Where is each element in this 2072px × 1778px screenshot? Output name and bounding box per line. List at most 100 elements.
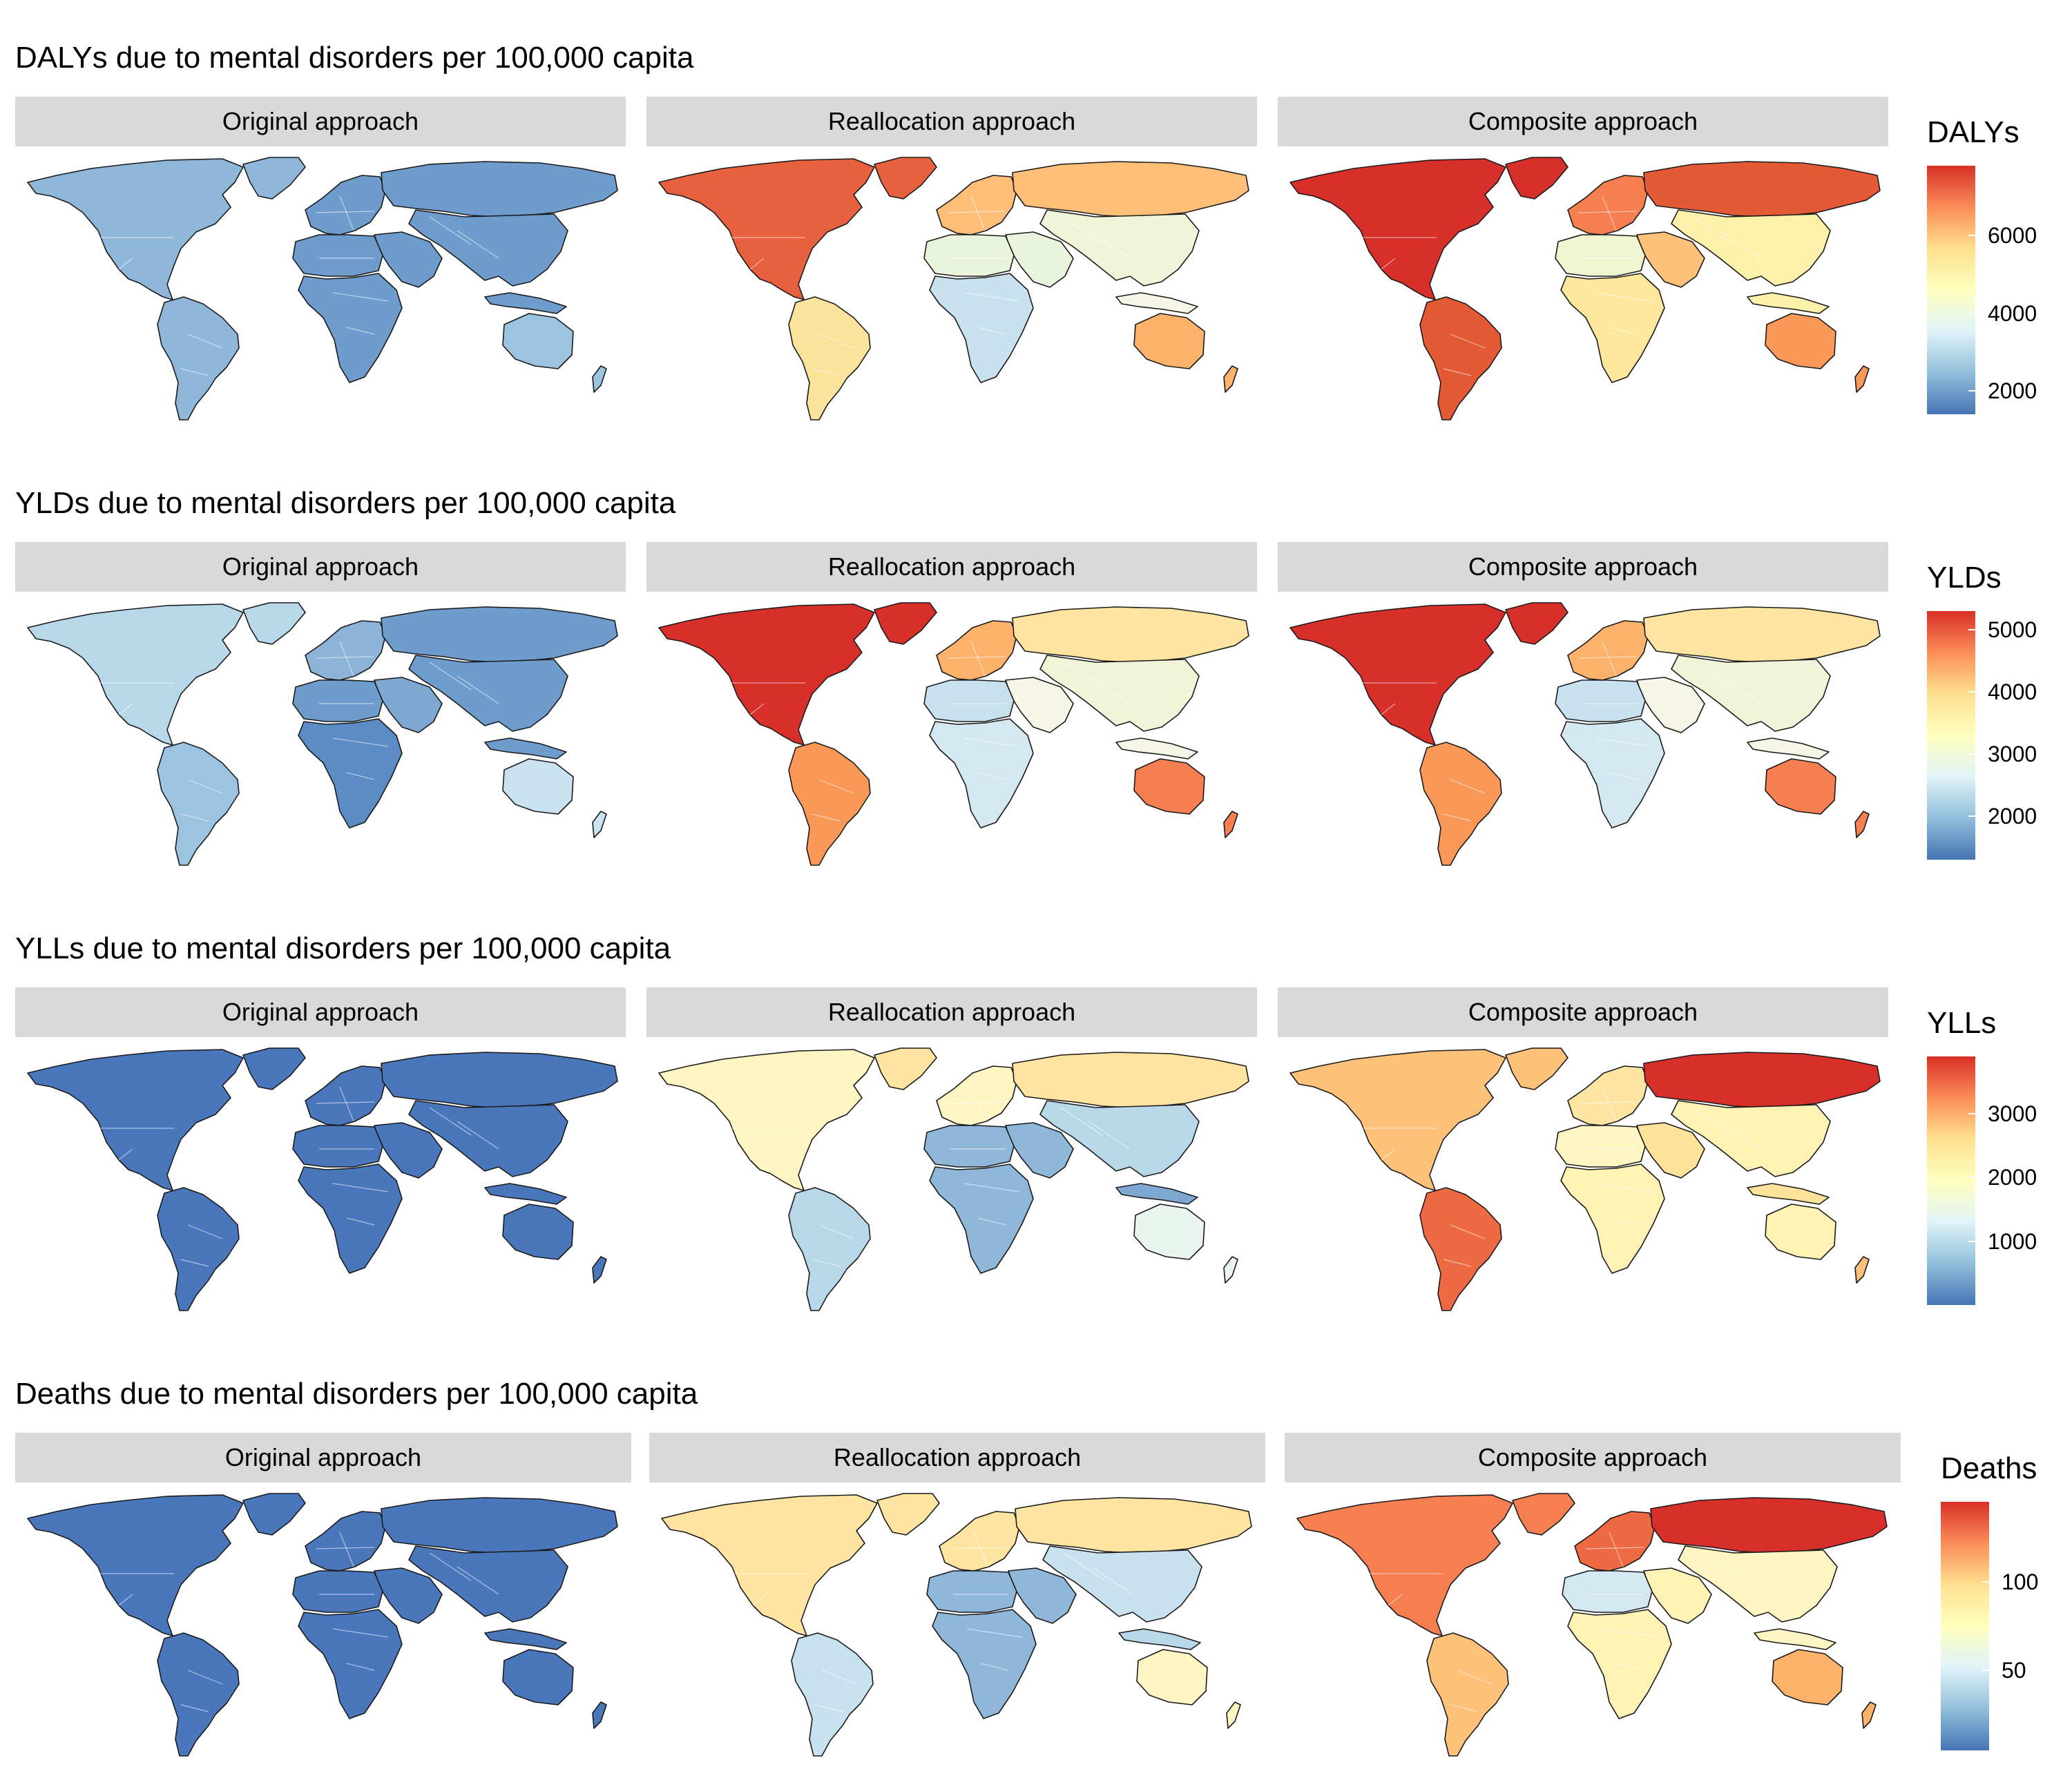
facet-strip: Composite approach <box>1285 1433 1901 1482</box>
region-indonesia <box>1118 1628 1201 1650</box>
country-border <box>1063 1552 1106 1581</box>
region-russia <box>381 1497 618 1554</box>
country-border <box>457 1121 499 1150</box>
country-border <box>118 1594 133 1606</box>
country-border <box>963 292 1020 302</box>
country-border <box>332 737 389 747</box>
section-title: YLLs due to mental disorders per 100,000… <box>15 931 671 965</box>
region-asia <box>1039 1100 1200 1177</box>
region-australia <box>1133 313 1205 369</box>
world-map <box>646 155 1257 424</box>
region-indonesia <box>484 1628 567 1650</box>
map-svg <box>658 157 1249 421</box>
region-greenland <box>874 1047 937 1090</box>
legend-tick-label: 2000 <box>1988 804 2037 829</box>
region-south-america <box>157 1632 240 1757</box>
country-border <box>180 813 209 822</box>
region-north-africa <box>1555 679 1646 722</box>
region-indonesia <box>1747 1183 1830 1205</box>
country-border <box>1060 661 1103 690</box>
legend-colorbar <box>1927 611 1975 860</box>
world-map <box>649 1491 1260 1760</box>
world-map <box>1278 155 1888 424</box>
region-south-america <box>157 296 240 421</box>
region-indonesia <box>484 737 567 760</box>
country-border <box>1381 258 1396 270</box>
country-border <box>977 772 1006 780</box>
legend-tick-mark <box>1968 691 1975 693</box>
country-border <box>429 1107 472 1136</box>
region-australia <box>502 1649 574 1705</box>
region-new-zealand <box>592 365 607 393</box>
panel-reallocation: Reallocation approach <box>646 542 1257 869</box>
legend-title: Deaths <box>1941 1451 2037 1485</box>
legend-tick-label: 4000 <box>1988 679 2037 704</box>
legend-title: YLLs <box>1927 1006 1997 1040</box>
map-svg <box>1289 1047 1881 1311</box>
legend-tick-mark <box>1968 629 1975 630</box>
country-border <box>1602 1086 1617 1122</box>
region-australia <box>502 758 574 815</box>
country-border <box>187 1224 223 1239</box>
country-border <box>950 1547 1009 1549</box>
country-border <box>429 1552 472 1581</box>
country-border <box>180 1704 209 1712</box>
country-border <box>1595 737 1651 747</box>
panel-original: Original approach <box>15 97 626 424</box>
country-border <box>1443 1259 1472 1267</box>
region-middle-east <box>1005 1122 1074 1179</box>
country-border <box>429 216 472 245</box>
region-south-america <box>1419 296 1502 421</box>
legend-tick-label: 3000 <box>1988 1101 2037 1127</box>
legend-tick-mark <box>1968 390 1975 392</box>
legend-tick-mark <box>1968 235 1975 237</box>
region-asia <box>408 1545 568 1623</box>
region-asia <box>1039 209 1200 287</box>
world-map <box>646 1045 1257 1315</box>
legend-tick-label: 1000 <box>1988 1228 2037 1254</box>
region-south-america <box>791 1632 874 1757</box>
map-svg <box>27 157 618 421</box>
region-greenland <box>1505 1047 1569 1090</box>
region-new-zealand <box>1854 365 1870 393</box>
country-border <box>749 258 765 270</box>
region-greenland <box>1505 157 1569 200</box>
section-title: YLDs due to mental disorders per 100,000… <box>15 486 676 520</box>
facet-strip: Original approach <box>15 987 626 1037</box>
region-russia <box>1650 1497 1888 1554</box>
country-border <box>1443 813 1472 822</box>
country-border <box>180 1259 209 1267</box>
legend-tick-mark <box>1968 753 1975 755</box>
region-indonesia <box>1747 737 1830 760</box>
map-svg <box>1296 1493 1888 1757</box>
region-new-zealand <box>1223 1256 1238 1284</box>
country-border <box>1609 1217 1638 1226</box>
country-border <box>1381 1148 1396 1161</box>
legend-tick-label: 4000 <box>1988 300 2037 326</box>
region-indonesia <box>484 1183 567 1205</box>
region-russia <box>381 161 618 218</box>
region-south-america <box>788 742 871 866</box>
region-russia <box>1643 606 1881 663</box>
region-australia <box>1133 758 1205 815</box>
region-new-zealand <box>1223 365 1238 393</box>
facet-strip: Reallocation approach <box>646 542 1257 592</box>
country-border <box>1609 772 1638 780</box>
world-map <box>15 600 626 869</box>
region-europe <box>1567 1065 1649 1126</box>
panel-composite: Composite approach <box>1278 97 1888 424</box>
region-new-zealand <box>1226 1701 1241 1729</box>
country-border <box>429 661 472 690</box>
country-border <box>180 368 209 376</box>
region-north-america <box>1296 1494 1513 1636</box>
world-map <box>15 1491 626 1760</box>
country-border <box>316 211 375 213</box>
legend-title: DALYs <box>1927 115 2020 149</box>
legend-tick-mark <box>1968 312 1975 314</box>
facet-strip: Composite approach <box>1278 987 1888 1037</box>
region-greenland <box>242 1493 306 1536</box>
region-europe <box>939 1511 1020 1572</box>
world-map <box>1285 1491 1895 1760</box>
country-border <box>1698 1552 1741 1581</box>
country-border <box>1602 1628 1658 1638</box>
